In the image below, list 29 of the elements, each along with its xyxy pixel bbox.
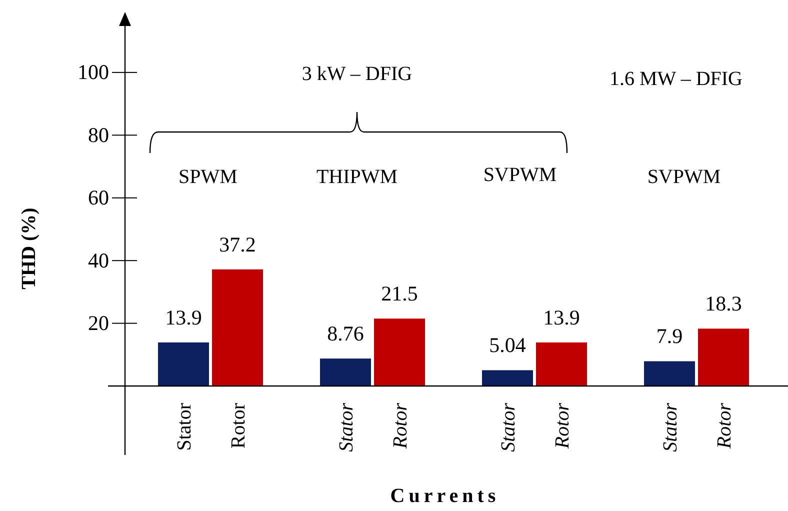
y-tick-label: 80 [88, 122, 109, 147]
data-label: 13.9 [543, 305, 580, 330]
data-label: 7.9 [656, 324, 683, 348]
x-tick-label: Stator [174, 402, 196, 451]
data-label: 8.76 [327, 322, 364, 346]
annotation: 3 kW – DFIG [302, 63, 412, 85]
annotation: THIPWM [316, 166, 398, 188]
x-tick-label: Rotor [552, 402, 574, 450]
x-tick-label: Stator [660, 402, 682, 452]
x-axis-title: Currents [390, 485, 500, 507]
y-tick-label: 60 [88, 186, 109, 210]
x-tick-label: Stator [498, 402, 520, 452]
y-axis-title: THD (%) [18, 208, 40, 290]
y-tick-label: 40 [88, 248, 109, 272]
y-tick-label: 20 [88, 311, 109, 336]
x-tick-label: Stator [336, 402, 358, 452]
y-tick-label: 100 [78, 60, 109, 84]
x-tick-label: Rotor [228, 402, 250, 449]
annotation: SVPWM [647, 166, 721, 188]
data-label: 5.04 [489, 333, 526, 358]
x-tick-label: Rotor [714, 402, 736, 450]
annotation: 1.6 MW – DFIG [610, 68, 742, 90]
annotation: SPWM [178, 166, 238, 188]
data-label: 21.5 [381, 282, 418, 306]
data-label: 37.2 [219, 232, 256, 256]
data-label: 18.3 [705, 292, 742, 316]
x-tick-label: Rotor [390, 402, 412, 450]
annotation: SVPWM [483, 164, 557, 186]
data-label: 13.9 [165, 305, 202, 330]
